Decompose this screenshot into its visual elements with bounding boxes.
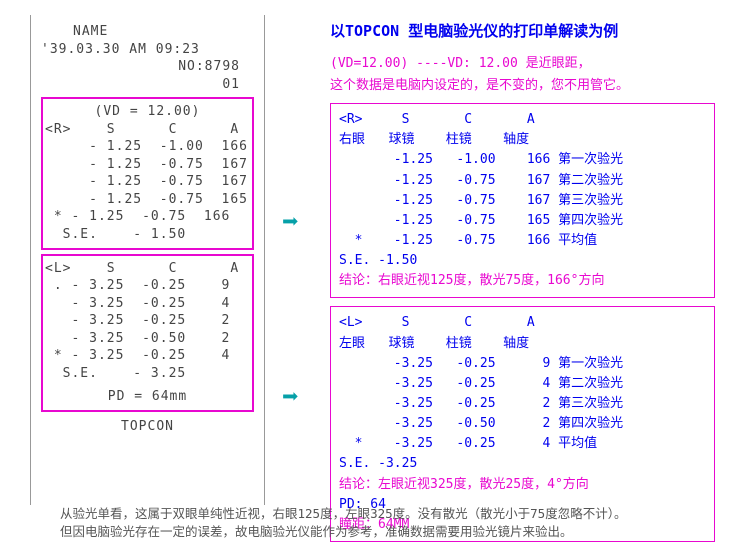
receipt-right-eye-box: (VD = 12.00) <R> S C A - 1.25 -1.00 166 … — [41, 97, 254, 249]
receipt-left-eye-box: <L> S C A . - 3.25 -0.25 9 - 3.25 -0.25 … — [41, 254, 254, 412]
table-row: -1.25 -1.00 166 第一次验光 — [339, 150, 706, 170]
table-row: * -1.25 -0.75 166 平均值 — [339, 231, 706, 251]
table-row: -3.25 -0.50 2 第四次验光 — [339, 414, 706, 434]
l-header: <L> S C A — [339, 313, 706, 333]
table-row: -1.25 -0.75 165 第四次验光 — [339, 211, 706, 231]
r-se: S.E. -1.50 — [339, 251, 706, 271]
receipt-r-rows: - 1.25 -1.00 166 - 1.25 -0.75 167 - 1.25… — [45, 138, 250, 243]
receipt-l-rows: . - 3.25 -0.25 9 - 3.25 -0.25 4 - 3.25 -… — [45, 277, 250, 382]
table-row: - 1.25 -0.75 167 — [45, 173, 250, 191]
receipt-l-header: <L> S C A — [45, 260, 250, 278]
table-row: S.E. - 3.25 — [45, 365, 250, 383]
intro-line1: (VD=12.00) ----VD: 12.00 是近眼距， — [330, 53, 715, 75]
r-conclusion: 结论：右眼近视125度，散光75度，166°方向 — [339, 271, 706, 291]
arrow-icon: ➡ — [282, 205, 299, 238]
table-row: - 3.25 -0.50 2 — [45, 330, 250, 348]
receipt-pd: PD = 64mm — [45, 388, 250, 406]
table-row: -1.25 -0.75 167 第二次验光 — [339, 171, 706, 191]
receipt-r-header: <R> S C A — [45, 121, 250, 139]
table-row: * - 1.25 -0.75 166 — [45, 208, 250, 226]
page-title: 以TOPCON 型电脑验光仪的打印单解读为例 — [330, 20, 715, 41]
receipt-vd: (VD = 12.00) — [45, 103, 250, 121]
receipt-name: NAME — [41, 23, 254, 41]
footer-line2: 但因电脑验光存在一定的误差，故电脑验光仪能作为参考，准确数据需要用验光镜片来验出… — [60, 523, 700, 542]
receipt-datetime: '39.03.30 AM 09:23 — [41, 41, 254, 59]
table-row: - 1.25 -0.75 167 — [45, 156, 250, 174]
table-row: -3.25 -0.25 9 第一次验光 — [339, 354, 706, 374]
table-row: * -3.25 -0.25 4 平均值 — [339, 434, 706, 454]
explanation-column: 以TOPCON 型电脑验光仪的打印单解读为例 (VD=12.00) ----VD… — [330, 20, 715, 542]
receipt-brand: TOPCON — [41, 418, 254, 436]
l-se: S.E. -3.25 — [339, 454, 706, 474]
intro-line2: 这个数据是电脑内设定的，是不变的，您不用管它。 — [330, 75, 715, 97]
footer-line1: 从验光单看，这属于双眼单纯性近视，右眼125度，左眼325度。没有散光（散光小于… — [60, 505, 700, 524]
table-row: - 3.25 -0.25 2 — [45, 312, 250, 330]
table-row: -3.25 -0.25 4 第二次验光 — [339, 374, 706, 394]
l-subheader: 左眼 球镜 柱镜 轴度 — [339, 334, 706, 354]
table-row: -3.25 -0.25 2 第三次验光 — [339, 394, 706, 414]
arrow-icon: ➡ — [282, 380, 299, 413]
r-header: <R> S C A — [339, 110, 706, 130]
table-row: S.E. - 1.50 — [45, 226, 250, 244]
table-row: * - 3.25 -0.25 4 — [45, 347, 250, 365]
l-conclusion: 结论：左眼近视325度，散光25度，4°方向 — [339, 475, 706, 495]
right-eye-explain-box: <R> S C A 右眼 球镜 柱镜 轴度 -1.25 -1.00 166 第一… — [330, 103, 715, 298]
footer-notes: 从验光单看，这属于双眼单纯性近视，右眼125度，左眼325度。没有散光（散光小于… — [60, 505, 700, 543]
table-row: . - 3.25 -0.25 9 — [45, 277, 250, 295]
table-row: - 1.25 -0.75 165 — [45, 191, 250, 209]
table-row: - 3.25 -0.25 4 — [45, 295, 250, 313]
receipt-printout: NAME '39.03.30 AM 09:23 NO:8798 01 (VD =… — [30, 15, 265, 505]
table-row: - 1.25 -1.00 166 — [45, 138, 250, 156]
receipt-sub: 01 — [41, 76, 254, 94]
receipt-no: NO:8798 — [41, 58, 254, 76]
r-subheader: 右眼 球镜 柱镜 轴度 — [339, 130, 706, 150]
table-row: -1.25 -0.75 167 第三次验光 — [339, 191, 706, 211]
